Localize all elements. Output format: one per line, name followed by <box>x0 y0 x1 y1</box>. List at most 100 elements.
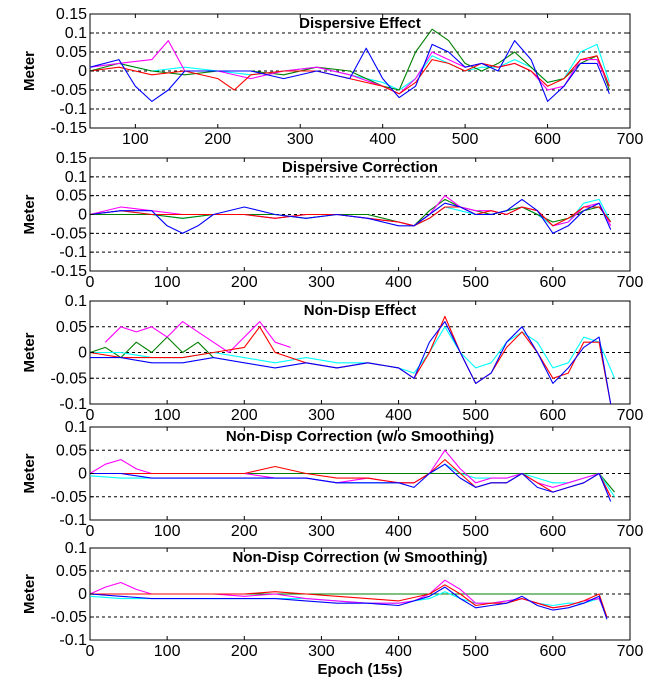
series-line-5 <box>89 198 612 234</box>
series-line-2 <box>89 28 610 91</box>
series-line-5 <box>89 586 608 620</box>
x-tick-label: 0 <box>86 643 95 660</box>
x-tick-label: 600 <box>540 523 567 540</box>
x-tick-label: 200 <box>204 131 231 148</box>
y-axis-label: Meter <box>21 453 38 493</box>
series-group <box>89 449 616 502</box>
y-tick-label: 0.05 <box>56 319 87 336</box>
x-tick-label: 700 <box>617 643 644 660</box>
series-line-4 <box>90 584 608 618</box>
chart-panel-1: -0.15 -0.1 -0.05 0 0.05 0.1 0.15 100 200 300 400 50… <box>21 6 643 148</box>
x-tick-label: 400 <box>385 643 412 660</box>
x-tick-label: 400 <box>385 523 412 540</box>
x-tick-label: 600 <box>540 407 567 424</box>
y-tick-label: -0.05 <box>51 82 88 99</box>
x-tick-label: 300 <box>287 131 314 148</box>
series-group <box>89 28 610 102</box>
chart-title: Non-Disp Effect <box>304 302 417 319</box>
x-tick-label: 500 <box>462 523 489 540</box>
y-tick-label: -0.1 <box>59 101 87 118</box>
x-tick-label: 300 <box>308 407 335 424</box>
x-tick-label: 200 <box>231 274 258 291</box>
y-tick-label: 0 <box>78 63 87 80</box>
x-tick-label: 0 <box>86 274 95 291</box>
x-tick-label: 200 <box>231 523 258 540</box>
y-tick-label: 0.1 <box>65 25 87 42</box>
x-tick-label: 700 <box>617 523 644 540</box>
x-tick-label: 400 <box>369 131 396 148</box>
chart-panel-3: -0.1 -0.05 0 0.05 0.1 0 100 200 300 400 500 600 700 N… <box>21 293 643 424</box>
y-axis-label: Meter <box>21 574 38 614</box>
x-tick-label: 500 <box>462 643 489 660</box>
y-tick-label: -0.1 <box>59 512 87 529</box>
x-tick-label: 600 <box>540 643 567 660</box>
y-tick-label: 0.15 <box>56 150 87 167</box>
y-tick-label: 0.1 <box>65 540 87 557</box>
x-axis-label: Epoch (15s) <box>317 661 402 678</box>
x-tick-label: 500 <box>452 131 479 148</box>
y-tick-label: 0.05 <box>56 563 87 580</box>
y-tick-label: 0.05 <box>56 188 87 205</box>
y-tick-label: -0.05 <box>51 489 88 506</box>
y-tick-label: 0.1 <box>65 419 87 436</box>
x-tick-label: 100 <box>122 131 149 148</box>
series-group <box>89 195 612 234</box>
y-tick-label: -0.1 <box>59 632 87 649</box>
chart-title: Dispersive Effect <box>299 15 421 32</box>
series-line-2 <box>105 321 291 354</box>
y-axis-label: Meter <box>21 51 38 91</box>
series-line-4 <box>89 55 610 95</box>
y-axis-label: Meter <box>21 332 38 372</box>
chart-title: Dispersive Correction <box>282 159 438 176</box>
series-line-4 <box>89 315 612 405</box>
y-tick-label: -0.05 <box>51 370 88 387</box>
x-tick-label: 600 <box>534 131 561 148</box>
y-tick-label: -0.15 <box>51 263 88 280</box>
x-tick-label: 600 <box>540 274 567 291</box>
series-line-1 <box>89 336 214 359</box>
x-tick-label: 100 <box>154 274 181 291</box>
x-tick-label: 100 <box>154 407 181 424</box>
y-tick-label: 0 <box>78 586 87 603</box>
chart-title: Non-Disp Correction (w Smoothing) <box>233 549 488 566</box>
x-tick-label: 300 <box>308 274 335 291</box>
y-tick-label: 0.15 <box>56 6 87 23</box>
x-tick-label: 100 <box>154 523 181 540</box>
y-axis-label: Meter <box>21 194 38 234</box>
x-tick-label: 200 <box>231 407 258 424</box>
chart-panel-4: -0.1 -0.05 0 0.05 0.1 0 100 200 300 400 500 600 700 N… <box>21 419 643 540</box>
x-tick-label: 700 <box>617 407 644 424</box>
series-group <box>89 315 616 405</box>
chart-title: Non-Disp Correction (w/o Smoothing) <box>226 428 494 445</box>
x-tick-label: 0 <box>86 407 95 424</box>
series-group <box>89 579 608 620</box>
x-tick-label: 200 <box>231 643 258 660</box>
y-tick-label: -0.05 <box>51 225 88 242</box>
x-tick-label: 400 <box>385 407 412 424</box>
x-tick-label: 0 <box>86 523 95 540</box>
x-tick-label: 400 <box>385 274 412 291</box>
y-tick-label: 0.1 <box>65 293 87 310</box>
y-tick-label: 0 <box>78 466 87 483</box>
y-tick-label: -0.1 <box>59 396 87 413</box>
chart-panel-5: -0.1 -0.05 0 0.05 0.1 0 100 200 300 400 500 600 700 N… <box>21 540 643 678</box>
y-tick-label: -0.05 <box>51 609 88 626</box>
x-tick-label: 300 <box>308 523 335 540</box>
y-tick-label: 0.05 <box>56 44 87 61</box>
y-tick-label: 0 <box>78 207 87 224</box>
x-tick-label: 100 <box>154 643 181 660</box>
y-tick-label: 0.05 <box>56 442 87 459</box>
y-tick-label: 0 <box>78 345 87 362</box>
x-tick-label: 500 <box>462 274 489 291</box>
x-tick-label: 500 <box>462 407 489 424</box>
x-tick-label: 700 <box>617 274 644 291</box>
y-tick-label: 0.1 <box>65 169 87 186</box>
x-tick-label: 700 <box>617 131 644 148</box>
series-line-5 <box>90 463 612 502</box>
x-tick-label: 300 <box>308 643 335 660</box>
y-tick-label: -0.1 <box>59 244 87 261</box>
series-line-5 <box>90 321 612 405</box>
y-tick-label: -0.15 <box>51 120 88 137</box>
